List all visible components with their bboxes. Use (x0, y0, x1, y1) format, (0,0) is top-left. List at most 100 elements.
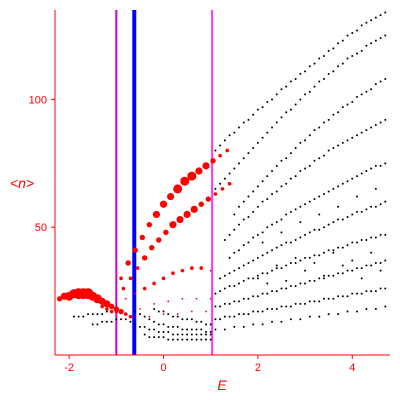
data-point (289, 152, 292, 155)
data-point (322, 251, 325, 254)
data-point (91, 323, 94, 326)
data-point (365, 129, 368, 132)
data-point (308, 134, 311, 137)
highlighted-point (118, 308, 124, 315)
x-tick-label: 2 (255, 362, 261, 374)
data-point (370, 19, 373, 22)
data-point (153, 308, 156, 310)
data-point (313, 262, 316, 264)
data-point (252, 310, 255, 313)
data-point (289, 285, 292, 287)
highlighted-point (180, 268, 185, 273)
data-point (322, 78, 325, 80)
data-point (261, 231, 264, 234)
data-point (209, 338, 212, 341)
data-point (374, 290, 377, 293)
data-point (162, 323, 165, 326)
data-point (162, 310, 165, 313)
data-point (365, 170, 368, 172)
highlighted-point (163, 229, 169, 236)
data-point (346, 180, 349, 183)
data-point (304, 203, 307, 206)
data-point (370, 236, 373, 239)
highlighted-point (181, 297, 184, 300)
data-point (337, 42, 340, 45)
data-point (327, 313, 330, 316)
data-point (186, 318, 189, 321)
data-point (327, 190, 330, 193)
data-point (341, 218, 344, 221)
data-point (261, 180, 264, 183)
data-point (370, 264, 373, 267)
data-point (252, 323, 255, 326)
data-point (322, 55, 325, 57)
data-point (275, 190, 278, 193)
data-point (332, 251, 335, 254)
data-point (355, 29, 358, 32)
data-point (186, 328, 189, 331)
highlighted-point (128, 314, 133, 319)
data-point (327, 249, 330, 252)
data-point (261, 106, 264, 109)
data-point (101, 313, 104, 316)
data-point (365, 239, 368, 241)
data-point (242, 121, 245, 124)
data-point (355, 175, 358, 178)
data-point (289, 241, 292, 244)
data-point (120, 318, 123, 321)
data-point (337, 313, 340, 316)
data-point (365, 208, 368, 211)
data-point (190, 333, 193, 336)
highlighted-point (167, 300, 170, 303)
data-point (351, 259, 354, 262)
data-point (308, 164, 311, 167)
data-point (337, 272, 340, 275)
data-point (181, 338, 184, 341)
data-point (379, 287, 382, 290)
ticks: -2 0 2 4 50 100 (29, 94, 356, 374)
y-tick-label: 100 (29, 94, 47, 106)
highlighted-point (100, 304, 104, 309)
data-point (351, 269, 354, 272)
data-point (370, 167, 373, 170)
data-point (233, 269, 236, 272)
highlighted-point (124, 297, 127, 300)
data-point (219, 182, 222, 185)
data-point (242, 325, 245, 328)
data-point (195, 338, 198, 341)
data-point (318, 126, 321, 129)
data-point (176, 338, 179, 341)
data-point (72, 315, 75, 318)
highlighted-point (225, 148, 230, 153)
highlighted-point (121, 286, 126, 291)
data-point (374, 236, 377, 239)
highlighted-point (190, 205, 198, 213)
data-point (365, 44, 368, 47)
highlighted-point (113, 306, 120, 312)
data-point (332, 113, 335, 116)
data-point (341, 39, 344, 42)
data-point (370, 290, 373, 293)
data-point (360, 49, 363, 52)
data-point (337, 111, 340, 114)
highlighted-point (166, 192, 175, 201)
data-point (171, 333, 174, 336)
data-point (247, 216, 250, 218)
highlighted-point (108, 303, 115, 310)
data-point (299, 221, 302, 224)
highlighted-point (171, 271, 175, 276)
data-point (181, 328, 184, 331)
axes (54, 10, 390, 356)
data-point (219, 290, 222, 293)
data-point (247, 241, 250, 244)
data-point (209, 323, 212, 326)
data-point (379, 14, 382, 17)
data-point (252, 295, 255, 298)
data-point (238, 249, 241, 252)
highlighted-point (209, 297, 212, 300)
data-point (313, 254, 316, 257)
data-point (261, 310, 264, 313)
data-point (346, 244, 349, 247)
data-point (233, 315, 236, 318)
data-point (280, 218, 283, 221)
